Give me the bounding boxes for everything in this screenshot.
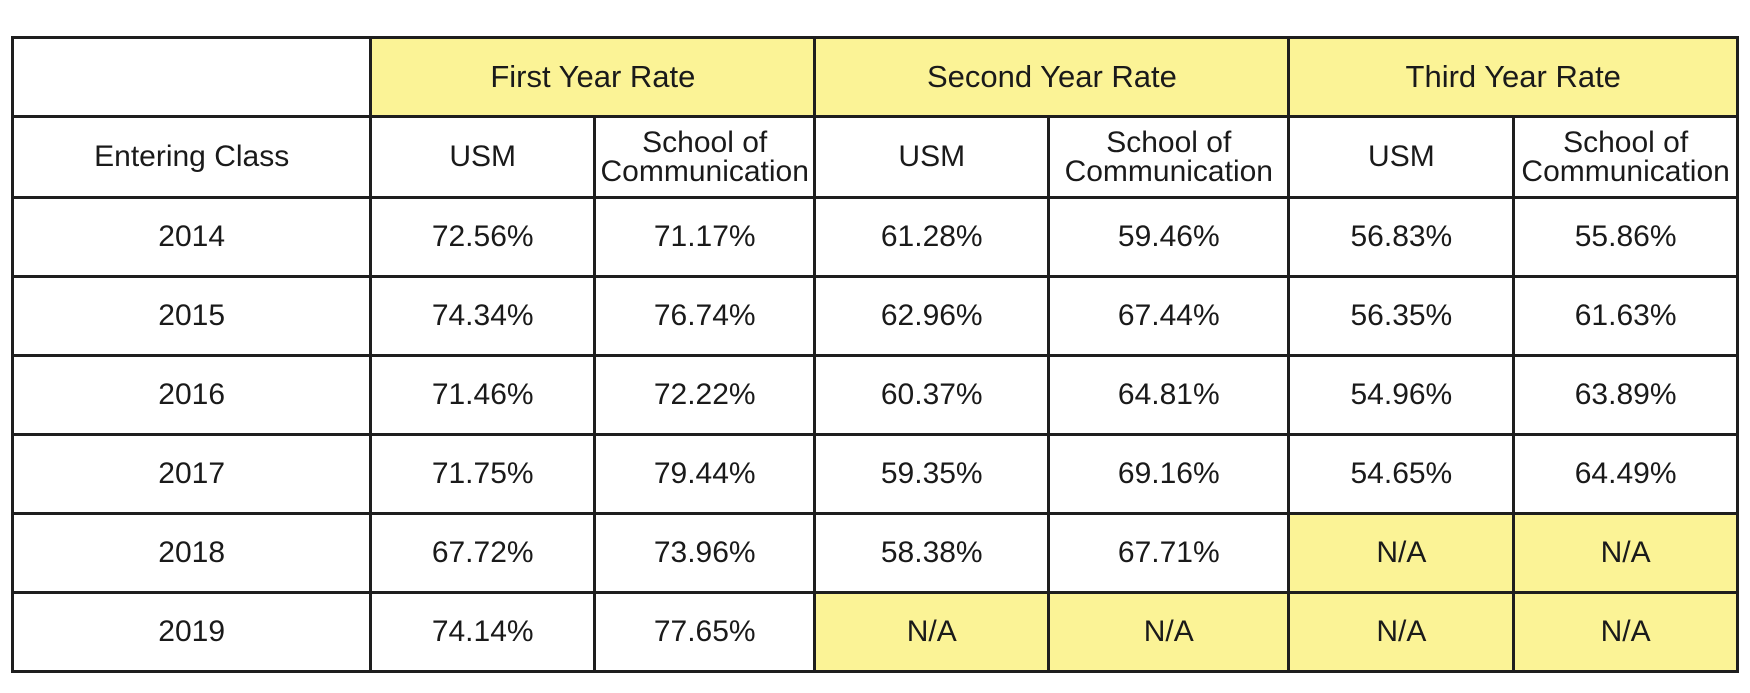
- rate-cell: 56.35%: [1287, 275, 1516, 357]
- sub-header-row: Entering Class USM School of Communicatio…: [10, 115, 1739, 199]
- rate-cell: 72.56%: [369, 196, 597, 278]
- entering-class-year: 2015: [10, 275, 373, 357]
- rate-cell: 74.34%: [369, 275, 597, 357]
- rate-cell: 71.17%: [593, 196, 817, 278]
- rate-cell: 79.44%: [593, 433, 817, 515]
- rate-cell: N/A: [1287, 591, 1516, 673]
- table-body: 2014 72.56% 71.17% 61.28% 59.46% 56.83% 55.86%…: [10, 196, 1739, 673]
- rate-cell: 61.28%: [813, 196, 1051, 278]
- rate-cell: 54.96%: [1287, 354, 1516, 436]
- table-row: 2015 74.34% 76.74% 62.96% 67.44% 56.35% 61.63%: [10, 275, 1739, 357]
- table-row: 2017 71.75% 79.44% 59.35% 69.16% 54.65% 64.49%: [10, 433, 1739, 515]
- rate-cell: 59.35%: [813, 433, 1051, 515]
- group-header-row: First Year Rate Second Year Rate Third Y…: [10, 36, 1739, 118]
- rate-cell: 61.63%: [1512, 275, 1739, 357]
- entering-class-header: Entering Class: [10, 115, 373, 199]
- rate-cell: 76.74%: [593, 275, 817, 357]
- rate-cell: 64.49%: [1512, 433, 1739, 515]
- school-header: School of Communication: [593, 115, 817, 199]
- rate-cell: 67.44%: [1047, 275, 1291, 357]
- entering-class-year: 2018: [10, 512, 373, 594]
- rate-cell: 63.89%: [1512, 354, 1739, 436]
- rate-cell: 59.46%: [1047, 196, 1291, 278]
- entering-class-year: 2019: [10, 591, 373, 673]
- rate-cell: 62.96%: [813, 275, 1051, 357]
- usm-header: USM: [813, 115, 1051, 199]
- rate-cell: 60.37%: [813, 354, 1051, 436]
- school-header: School of Communication: [1512, 115, 1739, 199]
- rate-cell: 67.72%: [369, 512, 597, 594]
- entering-class-year: 2014: [10, 196, 373, 278]
- rate-cell: 71.46%: [369, 354, 597, 436]
- rate-cell: 64.81%: [1047, 354, 1291, 436]
- rate-cell: 77.65%: [593, 591, 817, 673]
- rate-cell: 71.75%: [369, 433, 597, 515]
- school-header: School of Communication: [1047, 115, 1291, 199]
- rate-cell: 58.38%: [813, 512, 1051, 594]
- rate-cell: 67.71%: [1047, 512, 1291, 594]
- rate-cell: 69.16%: [1047, 433, 1291, 515]
- table-row: 2014 72.56% 71.17% 61.28% 59.46% 56.83% 55.86%: [10, 196, 1739, 278]
- third-year-rate-header: Third Year Rate: [1287, 36, 1739, 118]
- table-row: 2019 74.14% 77.65% N/A N/A N/A N/A: [10, 591, 1739, 673]
- second-year-rate-header: Second Year Rate: [813, 36, 1291, 118]
- table-row: 2016 71.46% 72.22% 60.37% 64.81% 54.96% 63.89%: [10, 354, 1739, 436]
- rate-cell: N/A: [1512, 512, 1739, 594]
- rate-cell: N/A: [813, 591, 1051, 673]
- rate-cell: N/A: [1287, 512, 1516, 594]
- rate-cell: 72.22%: [593, 354, 817, 436]
- retention-rate-table: First Year Rate Second Year Rate Third Y…: [10, 36, 1739, 673]
- rate-cell: N/A: [1512, 591, 1739, 673]
- blank-corner-cell: [10, 36, 373, 118]
- rate-cell: 56.83%: [1287, 196, 1516, 278]
- rate-cell: 55.86%: [1512, 196, 1739, 278]
- entering-class-year: 2017: [10, 433, 373, 515]
- rate-cell: 74.14%: [369, 591, 597, 673]
- first-year-rate-header: First Year Rate: [369, 36, 817, 118]
- table-row: 2018 67.72% 73.96% 58.38% 67.71% N/A N/A: [10, 512, 1739, 594]
- rate-cell: 54.65%: [1287, 433, 1516, 515]
- usm-header: USM: [369, 115, 597, 199]
- rate-cell: 73.96%: [593, 512, 817, 594]
- entering-class-year: 2016: [10, 354, 373, 436]
- usm-header: USM: [1287, 115, 1516, 199]
- rate-cell: N/A: [1047, 591, 1291, 673]
